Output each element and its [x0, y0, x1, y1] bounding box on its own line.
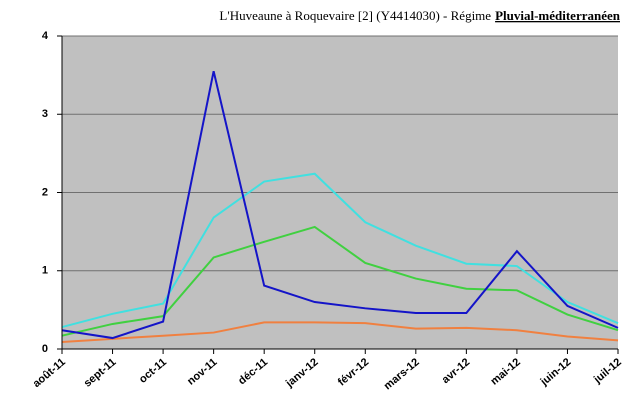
x-tick-label: déc-11 — [236, 356, 270, 387]
x-tick-label: août-11 — [31, 356, 68, 390]
x-tick-label: oct-11 — [137, 356, 169, 386]
x-tick-label: mars-12 — [382, 356, 422, 392]
regime: Pluvial-méditerranéen — [495, 8, 621, 23]
y-tick-label: 4 — [42, 30, 49, 42]
series-line — [61, 321, 619, 343]
x-tick-label: janv-12 — [283, 356, 321, 390]
x-tick-label: juil-12 — [591, 356, 624, 386]
x-tick-label: sept-11 — [82, 356, 119, 390]
y-tick-label: 0 — [42, 343, 48, 355]
y-tick-label: 1 — [42, 265, 48, 277]
chart-title: L'Huveaune à Roquevaire [2] (Y4414030) -… — [219, 8, 620, 23]
series-line — [61, 70, 619, 340]
x-tick-label: mai-12 — [488, 356, 522, 388]
series-line — [61, 172, 619, 329]
x-tick-label: avr-12 — [440, 356, 473, 386]
x-tick-label: juin-12 — [538, 356, 574, 389]
series-line — [61, 225, 619, 337]
y-tick-label: 3 — [42, 108, 48, 120]
x-tick-label: nov-11 — [185, 356, 219, 388]
x-tick-label: févr-12 — [336, 356, 371, 388]
title-text: L'Huveaune à Roquevaire [2] (Y4414030) -… — [219, 8, 491, 23]
y-tick-label: 2 — [42, 186, 48, 198]
